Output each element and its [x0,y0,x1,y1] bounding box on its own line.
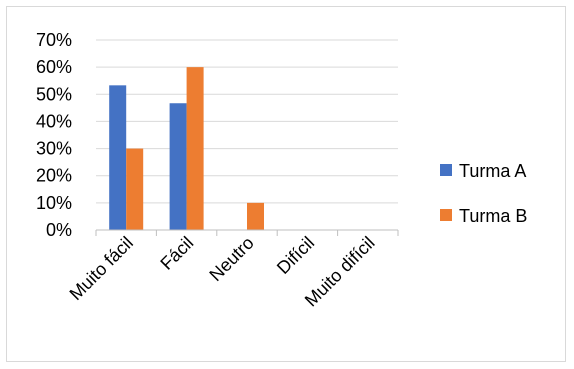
chart-frame [6,6,566,362]
y-tick-label: 10% [36,193,72,213]
legend: Turma A Turma B [440,161,527,226]
bars [109,67,264,231]
y-tick-label: 0% [46,220,72,240]
x-tick-label: Fácil [156,233,197,274]
bar-turma-b [186,67,204,231]
x-tick-label: Neutro [205,233,257,285]
y-tick-label: 60% [36,57,72,77]
y-axis-ticks: 0% 10% 20% 30% 40% 50% 60% 70% [36,30,72,240]
bar-turma-b [247,202,264,230]
bar-turma-b [126,148,144,230]
legend-label: Turma B [459,206,527,226]
gridlines [96,39,398,204]
y-tick-label: 30% [36,139,72,159]
x-axis [95,229,399,236]
legend-swatch [440,164,452,176]
y-tick-label: 70% [36,30,72,50]
x-tick-label: Muito fácil [66,233,137,304]
legend-label: Turma A [459,161,526,181]
y-tick-label: 50% [36,84,72,104]
x-tick-label: Difícil [273,233,318,278]
bar-turma-a [109,85,127,230]
legend-swatch [440,209,452,221]
bar-turma-a [169,103,187,230]
y-tick-label: 20% [36,166,72,186]
y-tick-label: 40% [36,111,72,131]
